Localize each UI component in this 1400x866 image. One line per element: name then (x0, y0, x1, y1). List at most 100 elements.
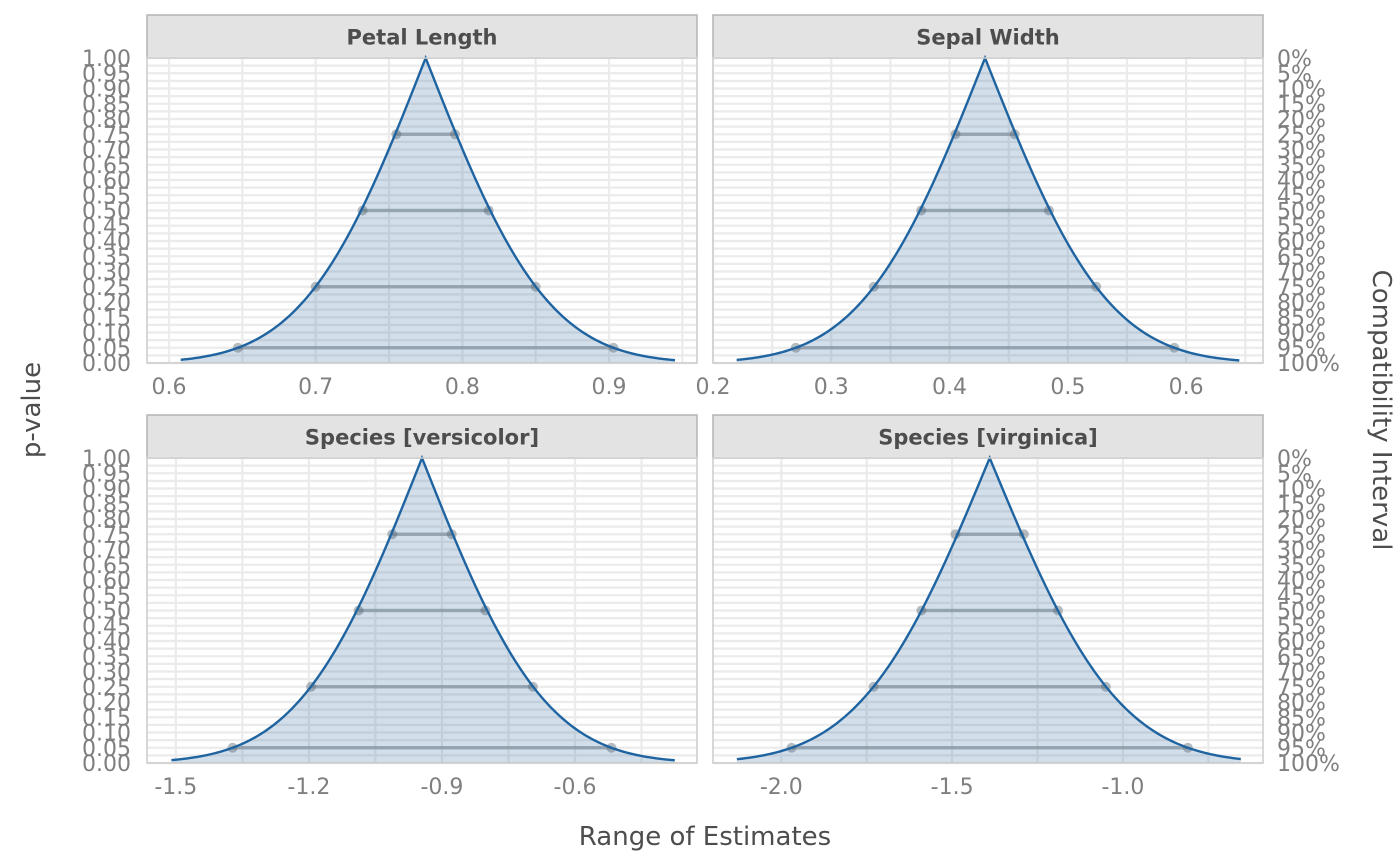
y2-tick-label: 95% (1277, 337, 1326, 362)
y-tick-label: 1.00 (82, 47, 131, 72)
y-tick-label: 0.85 (82, 493, 131, 518)
y-tick-label: 0.00 (82, 352, 131, 377)
x-tick-label: -1.0 (1101, 775, 1144, 800)
y2-tick-label: 55% (1277, 615, 1326, 640)
panel-2: Species [versicolor] -1.5 -1.2 -0.9 -0.6 0.00… (82, 414, 698, 800)
y2-tick-label: 35% (1277, 554, 1326, 579)
h-gridlines (713, 456, 1263, 765)
x-axis-title: Range of Estimates (579, 822, 831, 852)
x-tick-label: -1.5 (154, 775, 197, 800)
curve-area (736, 458, 1241, 763)
y-tick-label: 0.35 (82, 645, 131, 670)
curve-area (736, 58, 1240, 363)
y2-tick-label: 80% (1277, 291, 1326, 316)
x-tick-label: 0.2 (696, 375, 731, 400)
y2-tick-label: 20% (1277, 508, 1326, 533)
panel-frame (146, 457, 698, 764)
curve-area (180, 58, 676, 363)
panel-title: Species [virginica] (878, 426, 1098, 450)
y2-tick-label: 45% (1277, 584, 1326, 609)
y-tick-label: 0.10 (82, 322, 131, 347)
y-tick-label: 0.90 (82, 78, 131, 103)
y-tick-label: 0.05 (82, 337, 131, 362)
y-tick-label: 0.25 (82, 676, 131, 701)
v-gridlines (711, 58, 1247, 363)
y2-tick-label: 40% (1277, 569, 1326, 594)
y-tick-label: 0.75 (82, 523, 131, 548)
y-tick-label: 0.95 (82, 462, 131, 487)
y2-tick-label: 15% (1277, 493, 1326, 518)
x-tick-label: -1.2 (287, 775, 330, 800)
y2-tick-label: 70% (1277, 261, 1326, 286)
y2-tick-label: 50% (1277, 200, 1326, 225)
y-tick-label: 0.70 (82, 139, 131, 164)
y-tick-label: 1.00 (82, 447, 131, 472)
x-tick-label: -2.0 (760, 775, 803, 800)
x-tick-label: 0.8 (445, 375, 480, 400)
y2-tick-label: 0% (1277, 47, 1312, 72)
panel-0: Petal Length 0.6 0.7 0.8 0.9 0.000.050.100.15… (82, 14, 698, 400)
x-tick-label: -1.5 (931, 775, 974, 800)
y-tick-label: 0.65 (82, 154, 131, 179)
y-tick-label: 0.20 (82, 691, 131, 716)
panel-frame (146, 57, 698, 364)
panel-title: Petal Length (347, 26, 498, 50)
y2-tick-label: 60% (1277, 630, 1326, 655)
y2-axis-title: Compatibility Interval (1366, 270, 1396, 551)
y2-tick-label: 65% (1277, 245, 1326, 270)
y-tick-label: 0.80 (82, 508, 131, 533)
x-tick-label: -0.9 (420, 775, 463, 800)
y2-tick-label: 40% (1277, 169, 1326, 194)
panel-title: Sepal Width (916, 26, 1059, 50)
y-axis-title: p-value (17, 362, 47, 458)
panel-strip (146, 14, 698, 59)
y2-tick-label: 70% (1277, 661, 1326, 686)
y2-tick-label: 100% (1277, 752, 1340, 777)
y-tick-label: 0.95 (82, 62, 131, 87)
y2-tick-label: 45% (1277, 184, 1326, 209)
y-tick-label: 0.45 (82, 215, 131, 240)
y-tick-label: 0.15 (82, 706, 131, 731)
x-tick-label: 0.6 (152, 375, 187, 400)
y-tick-label: 0.40 (82, 230, 131, 255)
y-tick-label: 0.30 (82, 261, 131, 286)
panel-1: Sepal Width 0.2 0.3 0.4 0.5 0.6 100%95%90%85%8… (696, 14, 1340, 400)
y2-tick-label: 80% (1277, 691, 1326, 716)
y-tick-label: 0.15 (82, 306, 131, 331)
x-tick-label: 0.7 (298, 375, 333, 400)
y2-tick-label: 85% (1277, 706, 1326, 731)
y-tick-label: 0.90 (82, 478, 131, 503)
y2-tick-label: 10% (1277, 78, 1326, 103)
y-tick-label: 0.60 (82, 569, 131, 594)
panel-title: Species [versicolor] (305, 426, 539, 450)
x-tick-label: 0.9 (592, 375, 627, 400)
panel-frame (712, 57, 1264, 364)
y2-tick-label: 20% (1277, 108, 1326, 133)
y2-tick-label: 25% (1277, 523, 1326, 548)
y2-tick-label: 35% (1277, 154, 1326, 179)
x-tick-label: -0.6 (554, 775, 597, 800)
v-gridlines (780, 458, 1210, 763)
panel-3: Species [virginica] -2.0 -1.5 -1.0 100%95%90… (712, 414, 1340, 800)
y-tick-label: 0.70 (82, 539, 131, 564)
y-tick-label: 0.45 (82, 615, 131, 640)
y-tick-label: 0.30 (82, 661, 131, 686)
y2-tick-label: 95% (1277, 737, 1326, 762)
panel-frame (712, 457, 1264, 764)
y2-tick-label: 60% (1277, 230, 1326, 255)
y-tick-label: 0.55 (82, 184, 131, 209)
y-tick-label: 0.75 (82, 123, 131, 148)
curve-area (171, 458, 675, 763)
y2-tick-label: 85% (1277, 306, 1326, 331)
y-tick-label: 0.55 (82, 584, 131, 609)
y2-tick-label: 55% (1277, 215, 1326, 240)
y2-tick-label: 65% (1277, 645, 1326, 670)
y-tick-label: 0.05 (82, 737, 131, 762)
y-tick-label: 0.40 (82, 630, 131, 655)
y-tick-label: 0.00 (82, 752, 131, 777)
x-tick-label: 0.4 (932, 375, 967, 400)
y-tick-label: 0.20 (82, 291, 131, 316)
y2-tick-label: 5% (1277, 62, 1312, 87)
y2-tick-label: 0% (1277, 447, 1312, 472)
